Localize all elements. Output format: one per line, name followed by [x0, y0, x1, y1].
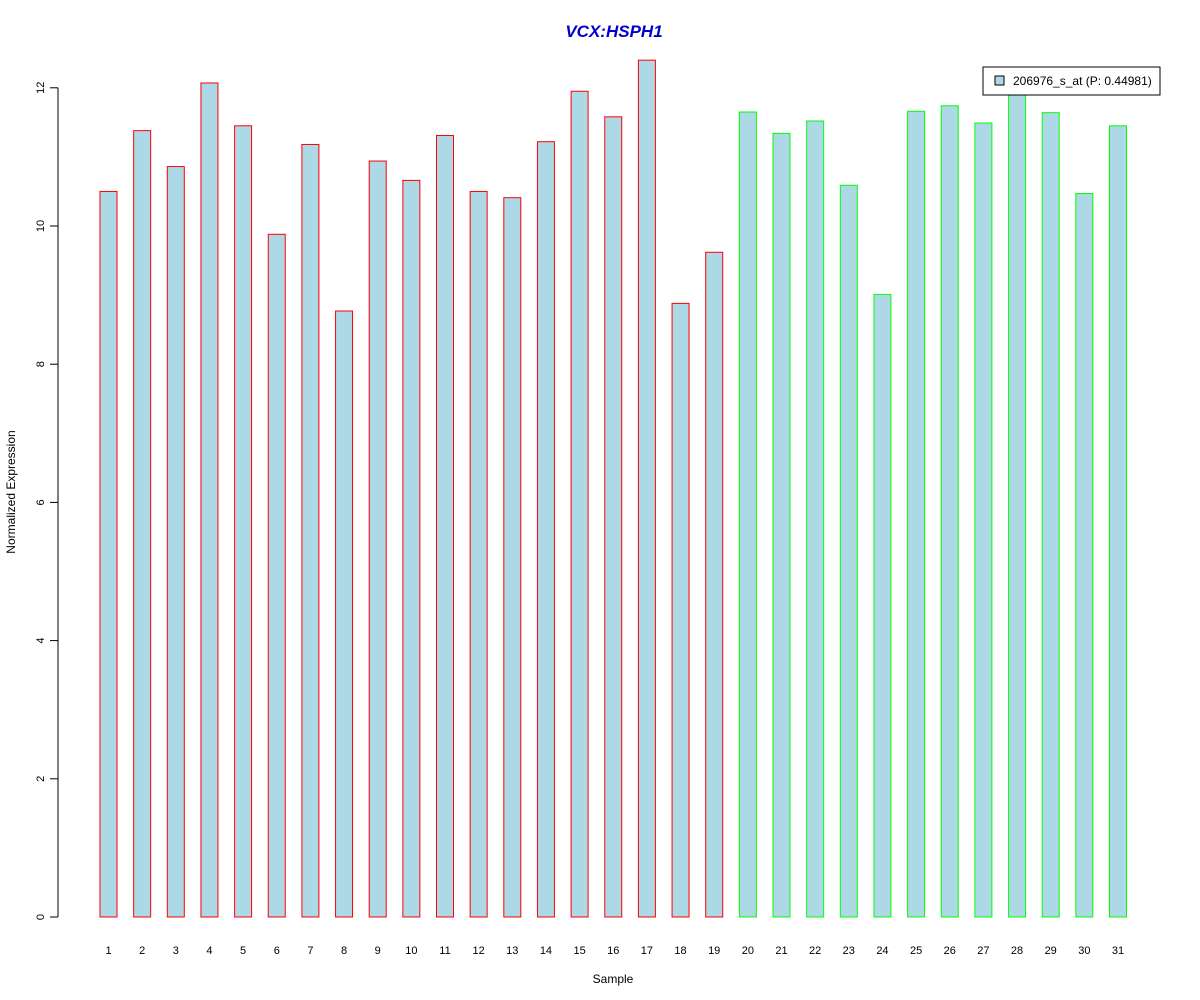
x-tick-label: 10 — [405, 945, 417, 957]
x-axis-label: Sample — [593, 972, 634, 986]
bar — [234, 125, 253, 918]
bar — [469, 190, 488, 918]
x-tick-label: 17 — [641, 945, 653, 957]
x-tick-label: 23 — [843, 945, 855, 957]
y-tick-label: 0 — [35, 914, 47, 920]
x-tick-label: 20 — [742, 945, 754, 957]
x-tick-label: 19 — [708, 945, 720, 957]
bar — [1041, 112, 1060, 918]
bar — [99, 190, 118, 918]
x-tick-label: 24 — [876, 945, 888, 957]
bar — [1075, 193, 1094, 918]
x-tick-label: 5 — [240, 945, 246, 957]
x-tick-label: 4 — [206, 945, 212, 957]
bar — [267, 233, 286, 918]
bar — [503, 197, 522, 918]
bar — [166, 166, 185, 918]
y-tick-label: 8 — [35, 361, 47, 367]
bar — [570, 90, 589, 918]
bar — [907, 110, 926, 918]
bar — [738, 111, 757, 918]
legend: 206976_s_at (P: 0.44981) — [982, 66, 1161, 96]
bar — [839, 184, 858, 918]
y-tick-label: 2 — [35, 776, 47, 782]
legend-label: 206976_s_at (P: 0.44981) — [1013, 74, 1152, 88]
x-tick-label: 14 — [540, 945, 552, 957]
bar — [301, 143, 320, 918]
x-tick-label: 8 — [341, 945, 347, 957]
bar — [536, 141, 555, 918]
bar — [200, 82, 219, 918]
bar — [772, 132, 791, 918]
chart-title: VCX:HSPH1 — [565, 22, 662, 41]
bar — [873, 293, 892, 918]
bar — [1008, 89, 1027, 918]
x-tick-label: 29 — [1045, 945, 1057, 957]
bar — [133, 130, 152, 918]
bar — [604, 116, 623, 918]
x-tick-label: 27 — [977, 945, 989, 957]
bar — [335, 310, 354, 918]
y-axis: 0 2 4 6 8 10 12 — [35, 82, 59, 920]
y-axis-label: Normalized Expression — [4, 430, 18, 553]
x-tick-label: 9 — [375, 945, 381, 957]
y-tick-label: 12 — [35, 82, 47, 94]
x-tick-label: 7 — [307, 945, 313, 957]
bar — [368, 160, 387, 918]
bars — [99, 59, 1127, 918]
bar — [974, 122, 993, 918]
x-tick-label: 26 — [944, 945, 956, 957]
x-tick-label: 28 — [1011, 945, 1023, 957]
x-tick-label: 6 — [274, 945, 280, 957]
x-tick-label: 3 — [173, 945, 179, 957]
x-axis: 1 2 3 4 5 6 7 8 9 10 11 12 13 14 15 16 17 18 19 20 21 22 23 24 2… — [105, 945, 1124, 957]
x-tick-label: 1 — [105, 945, 111, 957]
x-tick-label: 11 — [439, 945, 450, 957]
bar — [671, 302, 690, 918]
x-tick-label: 13 — [506, 945, 518, 957]
bar — [637, 59, 656, 918]
x-tick-label: 30 — [1078, 945, 1090, 957]
y-tick-label: 4 — [35, 638, 47, 644]
legend-swatch — [994, 75, 1005, 86]
x-tick-label: 25 — [910, 945, 922, 957]
x-tick-label: 21 — [775, 945, 787, 957]
x-tick-label: 16 — [607, 945, 619, 957]
bar — [436, 134, 454, 918]
bar — [1109, 125, 1127, 918]
x-tick-label: 31 — [1112, 945, 1124, 957]
x-tick-label: 12 — [473, 945, 485, 957]
y-tick-label: 10 — [35, 220, 47, 232]
legend-box — [982, 66, 1161, 96]
bar — [940, 105, 959, 918]
bar — [806, 120, 825, 918]
x-tick-label: 18 — [674, 945, 686, 957]
x-tick-label: 22 — [809, 945, 821, 957]
x-tick-label: 2 — [139, 945, 145, 957]
y-tick-label: 6 — [35, 499, 47, 505]
x-tick-label: 15 — [573, 945, 585, 957]
bar — [402, 179, 421, 918]
bar — [705, 251, 724, 918]
